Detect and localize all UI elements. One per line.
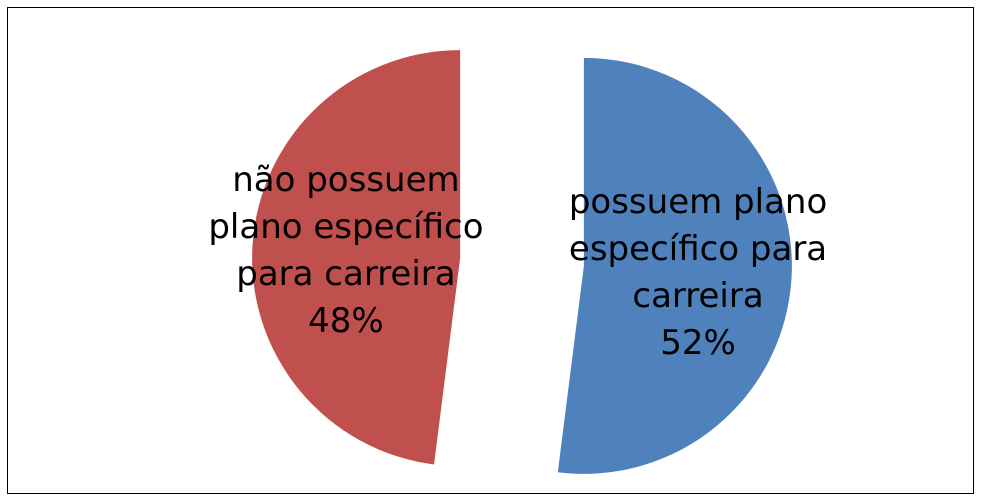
- slice-label: não possuem plano específico para carrei…: [196, 157, 496, 345]
- value-label: 52%: [660, 323, 736, 364]
- pie-slice: [557, 57, 792, 474]
- value-label: 48%: [308, 300, 384, 341]
- slice-label: possuem plano específico para carreira 52…: [548, 179, 848, 367]
- pie-slice: [252, 50, 461, 465]
- category-label: possuem plano específico para carreira: [568, 182, 828, 317]
- category-label: não possuem plano específico para carrei…: [208, 159, 484, 294]
- chart-border: [7, 7, 974, 494]
